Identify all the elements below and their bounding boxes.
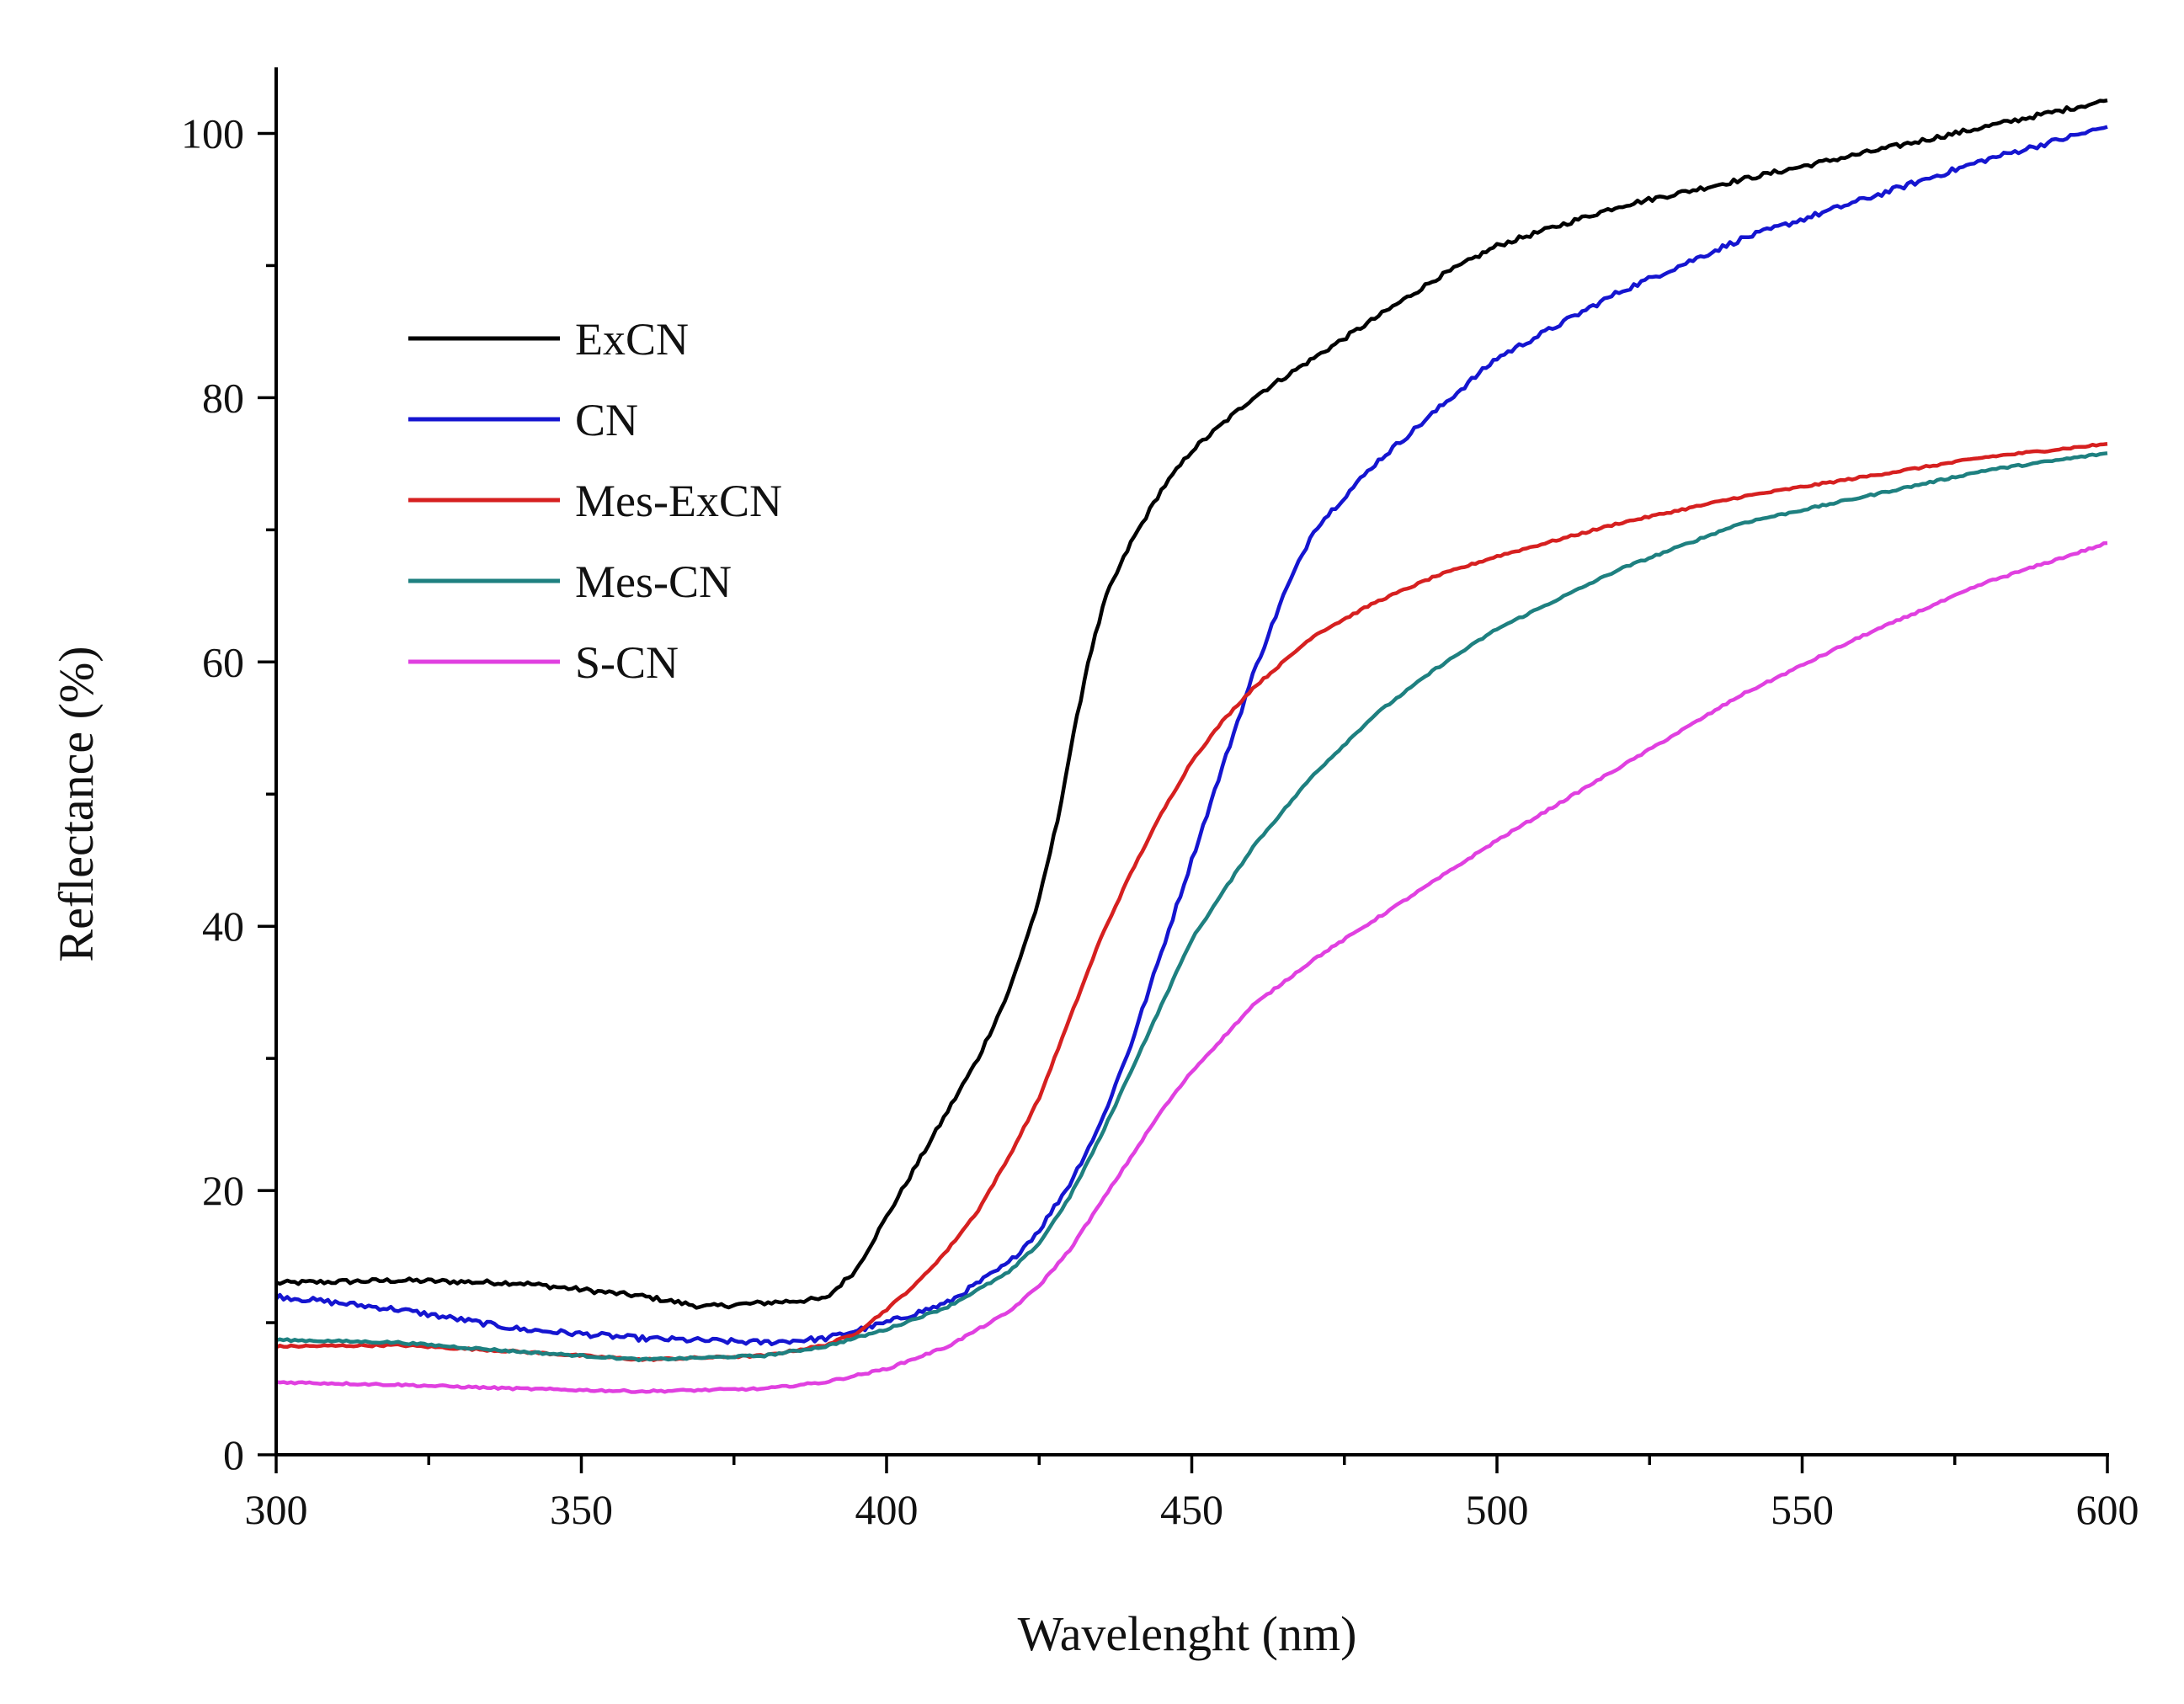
axes [258, 67, 2109, 1473]
y-tick-label: 80 [202, 374, 244, 421]
y-tick-label: 60 [202, 638, 244, 685]
y-tick-label: 40 [202, 903, 244, 950]
x-tick-label: 350 [550, 1486, 613, 1533]
y-axis-title: Reflectance (%) [49, 646, 104, 961]
x-axis-title: Wavelenght (nm) [1018, 1606, 1357, 1661]
x-tick-label: 400 [855, 1486, 919, 1533]
y-tick-label: 100 [181, 109, 244, 157]
series-layer [274, 98, 2108, 1394]
legend-label-excn: ExCN [575, 314, 689, 365]
legend-label-mes-cn: Mes-CN [575, 556, 732, 607]
legend: ExCN CN Mes-ExCN Mes-CN S-CN [408, 314, 782, 688]
x-tick-label: 500 [1466, 1486, 1529, 1533]
tick-labels: 300 350 400 450 500 550 600 0 20 40 60 80 100 [181, 109, 2139, 1533]
y-tick-label: 20 [202, 1167, 244, 1214]
series-line-mes-cn [275, 451, 2108, 1363]
legend-label-s-cn: S-CN [575, 637, 679, 688]
x-tick-label: 550 [1771, 1486, 1834, 1533]
series-line-excn [275, 98, 2108, 1310]
legend-label-cn: CN [575, 395, 638, 445]
x-tick-label: 300 [245, 1486, 308, 1533]
x-tick-label: 450 [1160, 1486, 1223, 1533]
legend-label-mes-excn: Mes-ExCN [575, 476, 782, 526]
series-line-cn [274, 125, 2108, 1347]
y-tick-label: 0 [223, 1431, 244, 1478]
x-tick-label: 600 [2076, 1486, 2139, 1533]
series-line-s-cn [275, 540, 2108, 1394]
